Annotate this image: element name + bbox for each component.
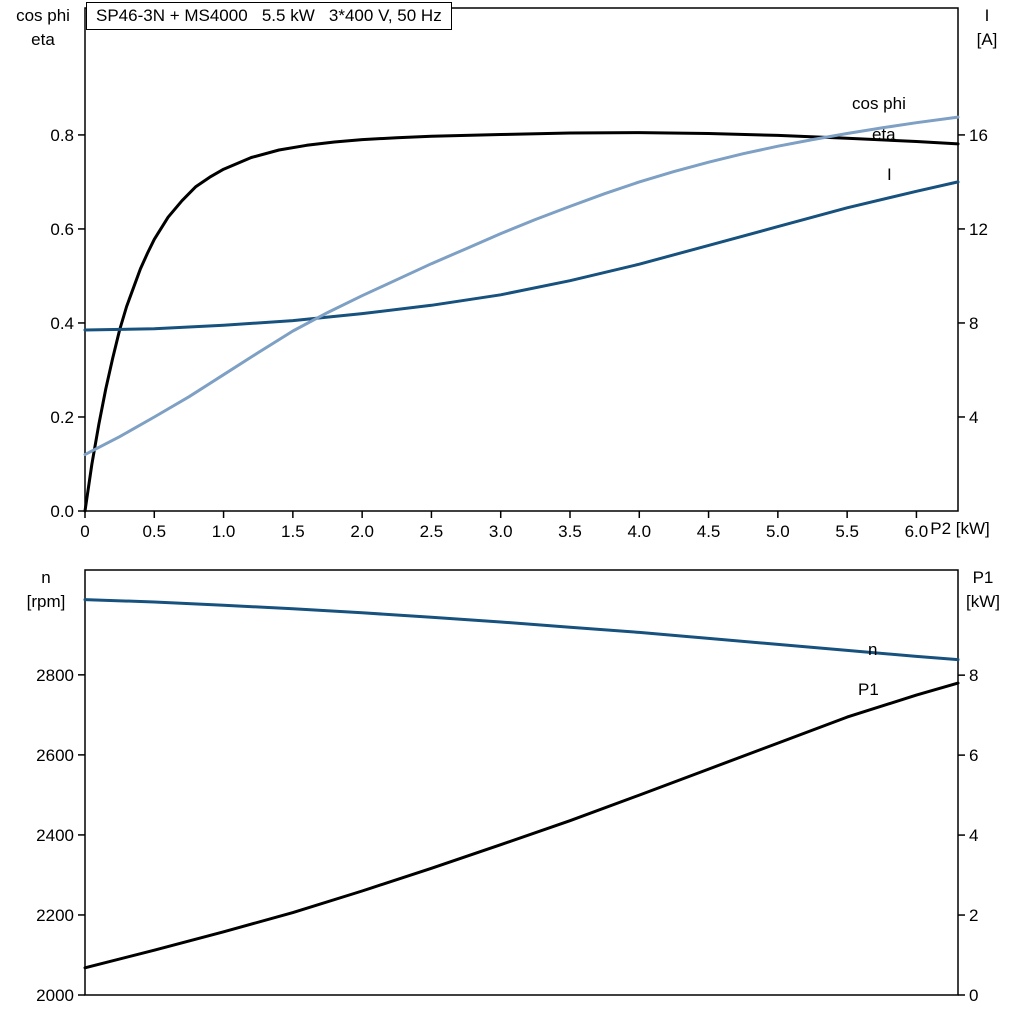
- plot-frame: [84, 7, 959, 512]
- left-tick-label: 0.4: [50, 314, 74, 333]
- right-tick-label: 2: [969, 906, 978, 925]
- right-tick-label: 4: [969, 826, 978, 845]
- left-tick-label: 2800: [36, 666, 74, 685]
- right-tick-label: 8: [969, 314, 978, 333]
- x-tick-label: 4.5: [697, 522, 721, 541]
- x-tick-label: 3.5: [558, 522, 582, 541]
- chart-title: SP46-3N + MS4000 5.5 kW 3*400 V, 50 Hz: [86, 2, 452, 30]
- curve-label-cos_phi: cos phi: [852, 94, 906, 113]
- x-tick-label: 4.0: [627, 522, 651, 541]
- left-tick-label: 2600: [36, 746, 74, 765]
- x-tick-label: 6.0: [905, 522, 929, 541]
- left-tick-label: 2400: [36, 826, 74, 845]
- x-tick-label: 2.0: [350, 522, 374, 541]
- curve-label-I: I: [887, 165, 892, 184]
- x-axis-label: P2 [kW]: [930, 519, 990, 538]
- x-tick-label: 1.5: [281, 522, 305, 541]
- curve-label-P1: P1: [858, 680, 879, 699]
- top-right-axis-label: I [A]: [958, 4, 1016, 52]
- left-tick-label: 0.2: [50, 408, 74, 427]
- bottom-left-axis-label: n [rpm]: [10, 566, 82, 614]
- left-tick-label: 0.0: [50, 502, 74, 521]
- right-axis-label-current: I: [984, 6, 990, 25]
- x-tick-label: 5.0: [766, 522, 790, 541]
- right-axis-label-p1: P1: [972, 568, 994, 587]
- left-tick-label: 0.8: [50, 126, 74, 145]
- bottom-right-axis-label: P1 [kW]: [950, 566, 1016, 614]
- left-axis-label-speed: n: [41, 568, 51, 587]
- right-tick-label: 8: [969, 666, 978, 685]
- motor-electrical-curves: 0 0.5 1.0 1.5 2.0 2.5 3.0 3.5 4.0 4.5 5.0 5.5 6.0 0.0…: [50, 7, 988, 541]
- right-axis-label-current-unit: [A]: [976, 30, 998, 49]
- right-axis-label-p1-unit: [kW]: [966, 592, 1000, 611]
- left-axis-label-cos-phi: cos phi: [16, 6, 70, 25]
- x-tick-label: 2.5: [420, 522, 444, 541]
- curve-eta: [83, 131, 960, 513]
- top-left-axis-label: cos phi eta: [8, 4, 78, 52]
- x-tick-label: 0: [80, 522, 89, 541]
- x-tick-label: 5.5: [835, 522, 859, 541]
- right-tick-label: 4: [969, 408, 978, 427]
- curve-P1: [83, 681, 960, 970]
- x-tick-label: 1.0: [212, 522, 236, 541]
- left-tick-label: 2200: [36, 906, 74, 925]
- curve-n: [83, 598, 960, 662]
- plot-frame: [84, 569, 959, 996]
- curve-label-n: n: [868, 640, 877, 659]
- x-tick-label: 0.5: [142, 522, 166, 541]
- x-tick-label: 3.0: [489, 522, 513, 541]
- right-tick-label: 6: [969, 746, 978, 765]
- right-tick-label: 0: [969, 986, 978, 1005]
- left-tick-label: 2000: [36, 986, 74, 1005]
- motor-speed-power-curves: 2000 2200 2400 2600 2800 0 2 4 6 8 n P1: [36, 569, 978, 1005]
- curve-I: [83, 180, 960, 332]
- right-tick-label: 16: [969, 126, 988, 145]
- left-axis-label-speed-unit: [rpm]: [26, 592, 66, 611]
- left-tick-label: 0.6: [50, 220, 74, 239]
- left-axis-label-eta: eta: [31, 30, 55, 49]
- curve-cos_phi: [83, 115, 960, 457]
- right-tick-label: 12: [969, 220, 988, 239]
